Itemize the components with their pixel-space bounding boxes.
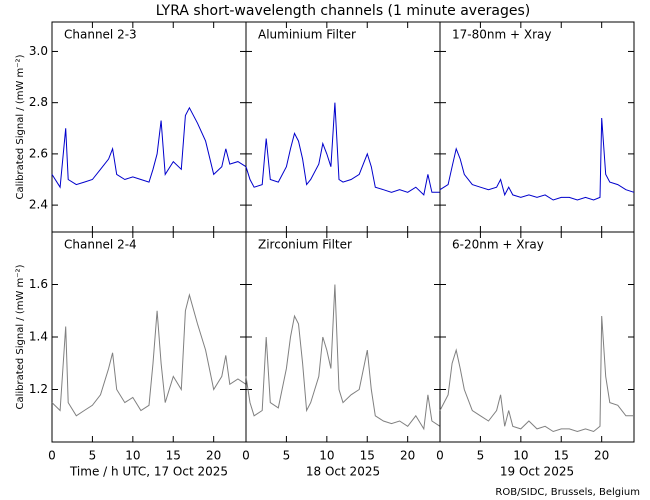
panel-frame — [51, 231, 247, 443]
data-line — [245, 284, 441, 431]
x-tick-label: 10 — [125, 449, 140, 463]
panel-label: Channel 2-3 — [64, 28, 137, 42]
y-tick-label: 3.0 — [29, 44, 48, 58]
x-tick-label: 10 — [513, 449, 528, 463]
panel-label: 17-80nm + Xray — [452, 28, 551, 42]
y-tick-label: 1.6 — [29, 277, 48, 291]
panel-label: Aluminium Filter — [258, 28, 356, 42]
y-axis-label: Calibrated Signal / (mW m⁻²) — [15, 264, 26, 409]
x-axis-label: 18 Oct 2025 — [306, 465, 380, 479]
x-axis-label: Time / h UTC, 17 Oct 2025 — [69, 465, 228, 479]
panel-frame — [439, 231, 635, 443]
x-tick-label: 15 — [360, 449, 375, 463]
data-line — [439, 315, 634, 433]
panel-frame — [245, 231, 441, 443]
panel-frame — [51, 21, 247, 233]
panel-label: 6-20nm + Xray — [452, 238, 544, 252]
y-tick-label: 1.2 — [29, 382, 48, 396]
data-line — [51, 106, 247, 189]
data-line — [51, 293, 247, 417]
y-tick-label: 2.8 — [29, 95, 48, 109]
x-tick-label: 0 — [242, 449, 250, 463]
y-tick-label: 1.4 — [29, 330, 48, 344]
footer: ROB/SIDC, Brussels, Belgium — [495, 487, 640, 498]
x-tick-label: 20 — [206, 449, 221, 463]
data-line — [439, 117, 635, 201]
x-tick-label: 15 — [554, 449, 569, 463]
panel-frame — [439, 21, 635, 233]
chart-title: LYRA short-wavelength channels (1 minute… — [156, 3, 531, 19]
panel-frame — [245, 21, 441, 233]
y-axis-label: Calibrated Signal / (mW m⁻²) — [15, 54, 26, 199]
x-axis-label: 19 Oct 2025 — [500, 465, 574, 479]
x-tick-label: 5 — [89, 449, 97, 463]
y-tick-label: 2.4 — [29, 198, 48, 212]
x-tick-label: 20 — [594, 449, 609, 463]
x-tick-label: 5 — [283, 449, 291, 463]
x-tick-label: 0 — [436, 449, 444, 463]
x-tick-label: 20 — [400, 449, 415, 463]
y-tick-label: 2.6 — [29, 146, 48, 160]
x-tick-label: 10 — [319, 449, 334, 463]
x-tick-label: 0 — [48, 449, 56, 463]
panel-label: Zirconium Filter — [258, 238, 352, 252]
panel-label: Channel 2-4 — [64, 238, 137, 252]
x-tick-label: 5 — [477, 449, 485, 463]
data-line — [245, 102, 440, 196]
x-tick-label: 15 — [166, 449, 181, 463]
